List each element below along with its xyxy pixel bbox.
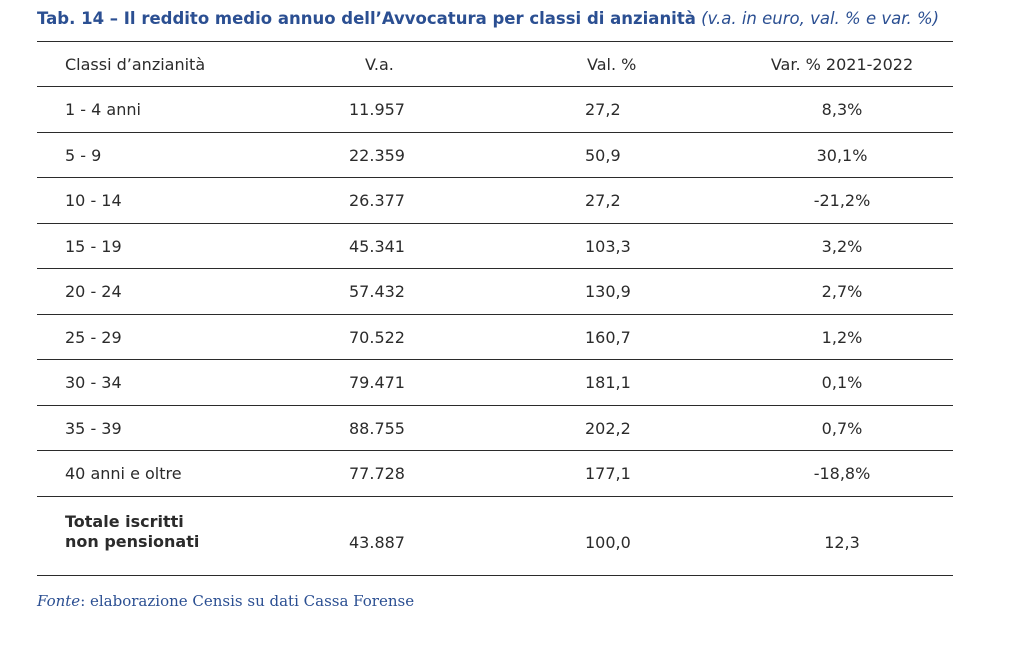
- table-row: 15 - 19 45.341 103,3 3,2%: [37, 224, 953, 269]
- cell-var: 0,7%: [821, 418, 863, 438]
- cell-classe: 25 - 29: [65, 327, 122, 347]
- cell-classe: 30 - 34: [65, 373, 122, 392]
- cell-val: 181,1: [585, 373, 631, 392]
- cell-var: 8,3%: [821, 100, 863, 119]
- total-val: 100,0: [585, 532, 631, 552]
- table-row: 35 - 39 88.755 202,2 0,7%: [37, 406, 953, 451]
- cell-classe: 35 - 39: [65, 418, 122, 438]
- cell-va: 70.522: [349, 327, 405, 347]
- total-label: Totale iscritti non pensionati: [65, 512, 265, 552]
- cell-var: 2,7%: [821, 282, 863, 301]
- cell-val: 160,7: [585, 327, 631, 347]
- table-header-row: Classi d’anzianità V.a. Val. % Var. % 20…: [37, 41, 953, 87]
- source-text: : elaborazione Censis su dati Cassa Fore…: [80, 592, 415, 610]
- source-label: Fonte: [37, 592, 81, 610]
- cell-val: 103,3: [585, 236, 631, 256]
- header-var: Var. % 2021-2022: [770, 55, 914, 74]
- cell-var: 3,2%: [821, 236, 863, 256]
- table-title-subtitle: (v.a. in euro, val. % e var. %): [701, 9, 940, 28]
- table-row: 1 - 4 anni 11.957 27,2 8,3%: [37, 87, 953, 133]
- total-va: 43.887: [349, 532, 405, 552]
- total-label-line2: non pensionati: [65, 531, 200, 551]
- header-val: Val. %: [587, 55, 637, 74]
- table-title-main: Tab. 14 – Il reddito medio annuo dell’Av…: [37, 9, 696, 28]
- cell-classe: 40 anni e oltre: [65, 464, 182, 483]
- cell-va: 88.755: [349, 418, 405, 438]
- header-classi: Classi d’anzianità: [65, 55, 206, 74]
- header-va: V.a.: [365, 55, 394, 74]
- cell-classe: 5 - 9: [65, 145, 102, 165]
- total-var: 12,3: [824, 532, 860, 552]
- cell-va: 79.471: [349, 373, 405, 392]
- cell-va: 45.341: [349, 236, 405, 256]
- total-label-line1: Totale iscritti: [65, 511, 184, 531]
- table-title: Tab. 14 – Il reddito medio annuo dell’Av…: [37, 8, 1022, 30]
- cell-val: 50,9: [585, 145, 621, 165]
- cell-val: 27,2: [585, 191, 621, 210]
- cell-classe: 10 - 14: [65, 191, 122, 210]
- cell-var: 0,1%: [821, 373, 863, 392]
- cell-classe: 1 - 4 anni: [65, 100, 141, 119]
- cell-val: 177,1: [585, 464, 631, 483]
- cell-var: 30,1%: [816, 145, 868, 165]
- table-row: 30 - 34 79.471 181,1 0,1%: [37, 360, 953, 406]
- cell-va: 57.432: [349, 282, 405, 301]
- cell-var: -18,8%: [813, 464, 871, 483]
- cell-classe: 20 - 24: [65, 282, 122, 301]
- table-row: 25 - 29 70.522 160,7 1,2%: [37, 315, 953, 360]
- cell-va: 77.728: [349, 464, 405, 483]
- income-table: Classi d’anzianità V.a. Val. % Var. % 20…: [37, 41, 953, 576]
- table-row: 20 - 24 57.432 130,9 2,7%: [37, 269, 953, 315]
- cell-var: 1,2%: [821, 327, 863, 347]
- cell-va: 22.359: [349, 145, 405, 165]
- table-row: 10 - 14 26.377 27,2 -21,2%: [37, 178, 953, 224]
- source-note: Fonte: elaborazione Censis su dati Cassa…: [37, 592, 414, 610]
- cell-var: -21,2%: [813, 191, 871, 210]
- cell-classe: 15 - 19: [65, 236, 122, 256]
- table-row: 40 anni e oltre 77.728 177,1 -18,8%: [37, 451, 953, 497]
- table-body: 1 - 4 anni 11.957 27,2 8,3% 5 - 9 22.359 50,9 3…: [37, 87, 953, 497]
- table-total-row: Totale iscritti non pensionati 43.887 10…: [37, 497, 953, 576]
- cell-val: 202,2: [585, 418, 631, 438]
- cell-va: 26.377: [349, 191, 405, 210]
- cell-val: 27,2: [585, 100, 621, 119]
- cell-val: 130,9: [585, 282, 631, 301]
- cell-va: 11.957: [349, 100, 405, 119]
- table-row: 5 - 9 22.359 50,9 30,1%: [37, 133, 953, 178]
